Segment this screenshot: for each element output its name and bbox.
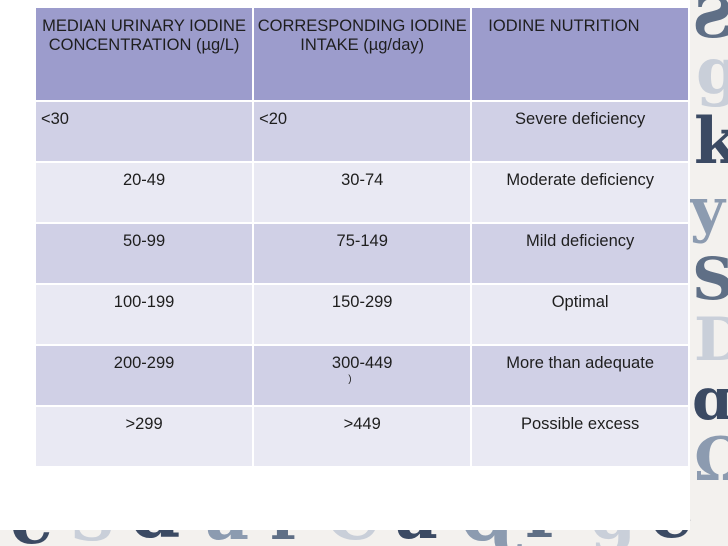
nutrition-cell: Possible excess: [472, 407, 690, 468]
concentration-cell: 50-99: [36, 224, 255, 285]
concentration-cell: <30: [36, 102, 255, 163]
intake-cell: <20: [254, 102, 473, 163]
decorative-glyph: g: [696, 34, 728, 109]
table-row: 20-49 30-74 Moderate deficiency: [36, 163, 690, 224]
table-row: 50-99 75-149 Mild deficiency: [36, 224, 690, 285]
nutrition-cell: Mild deficiency: [472, 224, 690, 285]
decorative-glyph: ɑ: [692, 365, 728, 433]
header-corresponding-iodine-intake: CORRESPONDING IODINE INTAKE (µg/day): [254, 8, 473, 102]
table-row: 100-199 150-299 Optimal: [36, 285, 690, 346]
nutrition-cell: More than adequate: [472, 346, 690, 407]
header-iodine-nutrition: IODINE NUTRITION: [472, 8, 690, 102]
intake-cell: 30-74: [254, 163, 473, 224]
concentration-cell: 100-199: [36, 285, 255, 346]
nutrition-cell: Severe deficiency: [472, 102, 690, 163]
concentration-cell: >299: [36, 407, 255, 468]
table-header-row: MEDIAN URINARY IODINE CONCENTRATION (µg/…: [36, 8, 690, 102]
intake-cell: 75-149: [254, 224, 473, 285]
table-row: >299 >449 Possible excess: [36, 407, 690, 468]
iodine-nutrition-table: MEDIAN URINARY IODINE CONCENTRATION (µg/…: [36, 8, 690, 468]
intake-cell: >449: [254, 407, 473, 468]
table-row: <30 <20 Severe deficiency: [36, 102, 690, 163]
slide-panel: MEDIAN URINARY IODINE CONCENTRATION (µg/…: [0, 0, 690, 530]
nutrition-cell: Optimal: [472, 285, 690, 346]
decorative-glyph: y: [690, 175, 725, 245]
decorative-glyph: S: [692, 245, 728, 313]
decorative-glyph: k: [694, 104, 728, 179]
header-median-urinary-iodine: MEDIAN URINARY IODINE CONCENTRATION (µg/…: [36, 8, 255, 102]
intake-value: 300-449: [331, 354, 393, 372]
intake-cell: 150-299: [254, 285, 473, 346]
concentration-cell: 20-49: [36, 163, 255, 224]
nutrition-cell: Moderate deficiency: [472, 163, 690, 224]
intake-cell: 300-449 ): [254, 346, 473, 407]
decorative-glyph: Ω: [694, 425, 728, 495]
intake-stray-mark: ): [348, 374, 352, 385]
decorative-glyph: Ƨ: [692, 0, 728, 51]
table-row: 200-299 300-449 ) More than adequate: [36, 346, 690, 407]
decorative-glyph: D: [694, 305, 728, 375]
concentration-cell: 200-299: [36, 346, 255, 407]
